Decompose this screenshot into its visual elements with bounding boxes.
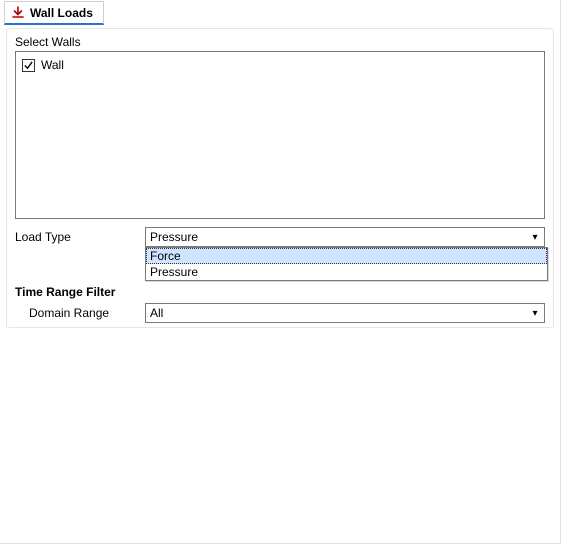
- tab-wall-loads[interactable]: Wall Loads: [4, 1, 104, 25]
- load-type-label: Load Type: [15, 230, 145, 244]
- domain-range-value: All: [150, 306, 163, 320]
- download-arrow-icon: [11, 6, 25, 20]
- content-area: Select Walls Wall Load Type Pressure ▾: [6, 28, 554, 328]
- walls-listbox[interactable]: Wall: [15, 51, 545, 219]
- tabstrip: Wall Loads: [0, 0, 560, 26]
- list-item[interactable]: Wall: [22, 56, 538, 74]
- wall-loads-panel: Wall Loads Select Walls Wall Load Type P…: [0, 0, 561, 544]
- chevron-down-icon: ▾: [528, 232, 542, 243]
- tab-label: Wall Loads: [30, 6, 93, 20]
- dropdown-option-pressure[interactable]: Pressure: [146, 264, 547, 280]
- domain-range-select[interactable]: All ▾: [145, 303, 545, 323]
- form-rows: Load Type Pressure ▾ Force Pressure Time…: [15, 227, 545, 323]
- chevron-down-icon: ▾: [528, 308, 542, 319]
- domain-range-label: Domain Range: [15, 306, 145, 320]
- row-domain-range: Domain Range All ▾: [15, 303, 545, 323]
- wall-checkbox[interactable]: [22, 59, 35, 72]
- row-load-type: Load Type Pressure ▾ Force Pressure: [15, 227, 545, 247]
- load-type-value: Pressure: [150, 230, 198, 244]
- select-walls-label: Select Walls: [15, 35, 545, 49]
- dropdown-option-force[interactable]: Force: [146, 248, 547, 264]
- time-range-filter-label: Time Range Filter: [15, 285, 145, 299]
- row-time-range-filter: Time Range Filter: [15, 285, 545, 299]
- wall-item-label: Wall: [41, 58, 64, 72]
- load-type-select[interactable]: Pressure ▾: [145, 227, 545, 247]
- load-type-dropdown[interactable]: Force Pressure: [145, 247, 548, 281]
